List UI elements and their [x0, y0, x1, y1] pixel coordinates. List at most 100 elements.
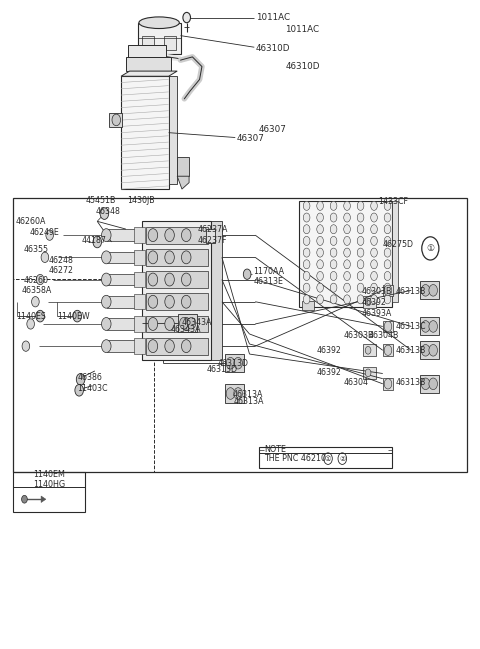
Bar [206, 229, 215, 243]
Bar [146, 227, 208, 243]
Bar [420, 317, 439, 336]
Bar [302, 300, 314, 310]
Circle shape [303, 295, 310, 304]
Circle shape [102, 228, 111, 241]
Circle shape [365, 369, 371, 376]
Circle shape [303, 201, 310, 210]
Circle shape [148, 273, 158, 286]
Circle shape [371, 260, 377, 269]
Text: 46275D: 46275D [383, 240, 414, 249]
Circle shape [357, 236, 364, 245]
Bar [420, 341, 439, 360]
Circle shape [344, 295, 350, 304]
Text: 46355: 46355 [24, 245, 48, 254]
Text: 46307: 46307 [259, 125, 287, 134]
Circle shape [371, 201, 377, 210]
Circle shape [102, 317, 111, 330]
Circle shape [384, 248, 391, 257]
Bar [134, 316, 145, 332]
Circle shape [384, 236, 391, 245]
Bar [392, 201, 398, 302]
Circle shape [165, 339, 174, 352]
Text: 46307: 46307 [237, 134, 264, 143]
Bar [107, 318, 144, 330]
Text: 46303B: 46303B [344, 331, 374, 340]
Circle shape [330, 236, 337, 245]
Circle shape [303, 283, 310, 292]
Bar [143, 221, 212, 360]
Text: 1140EM
1140HG: 1140EM 1140HG [33, 470, 65, 489]
Circle shape [371, 225, 377, 234]
Text: 11403C: 11403C [77, 384, 108, 393]
Circle shape [27, 319, 35, 329]
Circle shape [303, 248, 310, 257]
Circle shape [180, 317, 188, 329]
Bar [420, 281, 439, 299]
Circle shape [330, 248, 337, 257]
Bar [12, 198, 468, 472]
Circle shape [317, 295, 324, 304]
Text: 1011AC: 1011AC [256, 13, 290, 22]
Bar [128, 45, 166, 57]
Circle shape [165, 317, 174, 330]
Circle shape [330, 213, 337, 222]
Circle shape [181, 317, 191, 330]
Circle shape [317, 236, 324, 245]
Circle shape [234, 358, 242, 369]
Circle shape [303, 213, 310, 222]
Bar [146, 337, 208, 354]
Circle shape [357, 213, 364, 222]
Text: 46343A: 46343A [171, 324, 202, 334]
Bar [138, 23, 180, 54]
Bar [420, 374, 439, 393]
Circle shape [148, 295, 158, 308]
Text: 46313A: 46313A [234, 397, 264, 406]
Circle shape [421, 378, 430, 389]
Text: 46303B: 46303B [362, 287, 392, 296]
Circle shape [330, 283, 337, 292]
Circle shape [330, 201, 337, 210]
Circle shape [371, 271, 377, 280]
Bar [107, 274, 144, 286]
Text: 46310D: 46310D [285, 62, 320, 71]
Circle shape [357, 225, 364, 234]
Text: 46249E: 46249E [29, 228, 59, 237]
Circle shape [41, 252, 48, 262]
Circle shape [384, 285, 392, 295]
Circle shape [226, 358, 235, 369]
Circle shape [371, 283, 377, 292]
Circle shape [36, 310, 45, 322]
Circle shape [165, 273, 174, 286]
Circle shape [303, 260, 310, 269]
Circle shape [429, 345, 437, 356]
Circle shape [181, 273, 191, 286]
Text: 46313E: 46313E [253, 277, 283, 286]
Circle shape [421, 345, 430, 356]
Polygon shape [177, 176, 189, 189]
Bar [363, 296, 376, 308]
Bar [383, 284, 393, 296]
Circle shape [243, 269, 251, 279]
Text: 46348: 46348 [96, 206, 120, 215]
Circle shape [183, 12, 191, 23]
Circle shape [226, 387, 235, 399]
Circle shape [330, 260, 337, 269]
Bar [212, 221, 222, 360]
Text: ①: ① [325, 456, 331, 461]
Text: 46248: 46248 [48, 256, 73, 265]
Bar [107, 296, 144, 308]
Circle shape [102, 251, 111, 263]
Bar [107, 252, 144, 263]
Circle shape [344, 236, 350, 245]
Text: 1430JB: 1430JB [127, 196, 154, 205]
Bar [12, 472, 85, 511]
Circle shape [357, 271, 364, 280]
Text: 1011AC: 1011AC [285, 25, 319, 34]
Bar [178, 314, 197, 332]
Circle shape [317, 201, 324, 210]
Circle shape [357, 248, 364, 257]
Circle shape [344, 248, 350, 257]
Circle shape [429, 284, 437, 296]
Circle shape [384, 260, 391, 269]
Text: 46392: 46392 [316, 346, 341, 355]
